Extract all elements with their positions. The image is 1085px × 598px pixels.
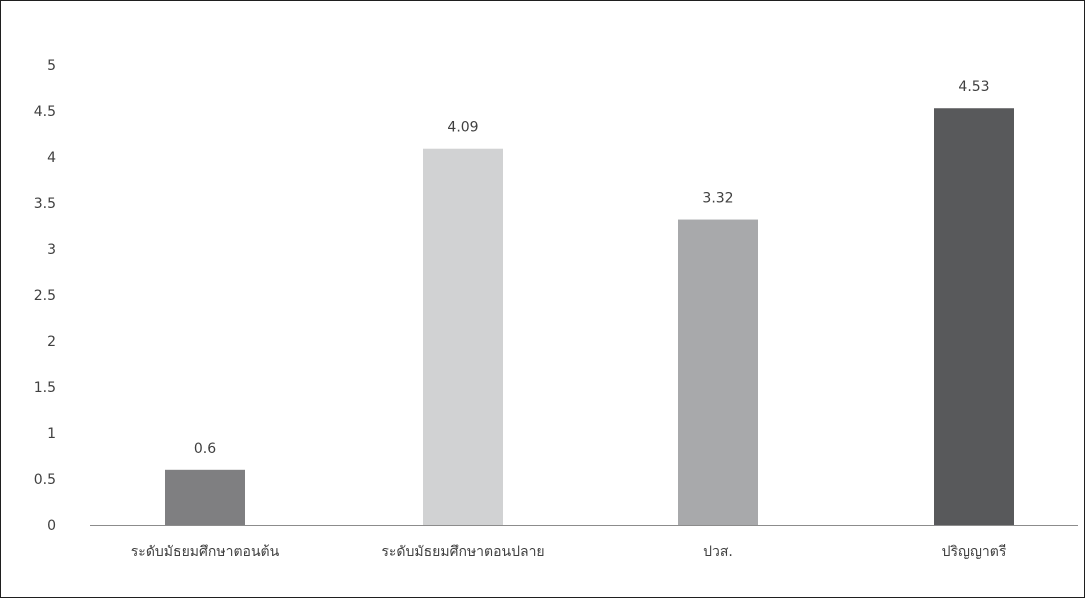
y-tick-label: 1.5: [34, 380, 56, 396]
bars: [165, 108, 1014, 526]
category-labels: ระดับมัธยมศึกษาตอนต้น ระดับมัธยมศึกษาตอนป…: [131, 544, 1007, 560]
category-label: ปริญญาตรี: [942, 544, 1007, 560]
data-labels: 0.6 4.09 3.32 4.53: [194, 79, 990, 457]
y-tick-label: 0: [47, 518, 56, 534]
y-tick-label: 1: [47, 426, 56, 442]
category-label: ปวส.: [703, 544, 733, 560]
category-label: ระดับมัธยมศึกษาตอนต้น: [131, 544, 280, 560]
data-label: 3.32: [702, 191, 733, 207]
y-tick-label: 2.5: [34, 288, 56, 304]
data-label: 0.6: [194, 441, 216, 457]
bar: [165, 469, 245, 525]
y-tick-label: 0.5: [34, 472, 56, 488]
category-label: ระดับมัธยมศึกษาตอนปลาย: [381, 544, 544, 560]
y-tick-label: 2: [47, 334, 56, 350]
data-label: 4.09: [447, 120, 478, 136]
bar: [934, 108, 1014, 526]
bar: [678, 219, 758, 525]
y-tick-label: 3.5: [34, 196, 56, 212]
y-axis-ticks: 0 0.5 1 1.5 2 2.5 3 3.5 4 4.5 5: [34, 58, 56, 534]
y-tick-label: 3: [47, 242, 56, 258]
y-tick-label: 5: [47, 58, 56, 74]
data-label: 4.53: [958, 79, 989, 95]
y-tick-label: 4: [47, 150, 56, 166]
bar: [423, 148, 503, 525]
y-tick-label: 4.5: [34, 104, 56, 120]
